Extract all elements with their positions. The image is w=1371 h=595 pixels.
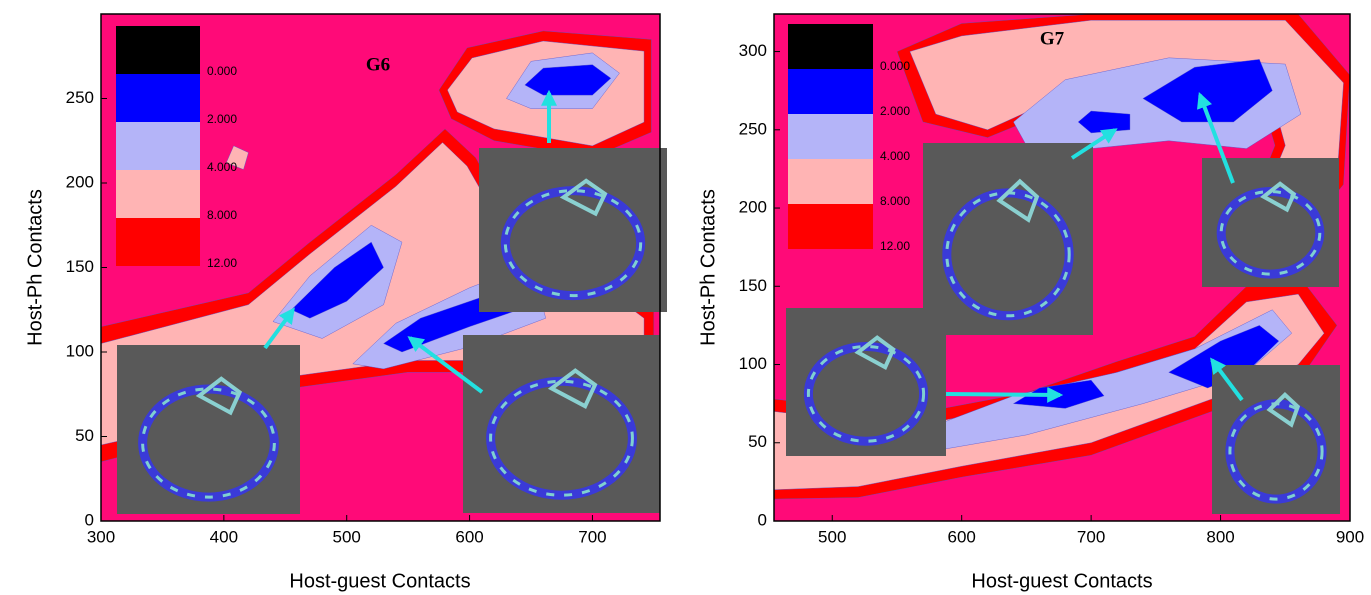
contour-region [1142,59,1273,123]
pointer-arrow [945,386,1064,403]
y-tick-label: 100 [66,341,94,360]
contour-region [1077,110,1131,134]
cage-ring-highlight [1219,190,1322,276]
chart-title: G6 [366,54,390,75]
guest-molecule [996,178,1040,223]
x-tick-label: 600 [947,527,975,546]
colorbar-label: 12.00 [880,239,910,253]
x-tick-label: 700 [1077,527,1105,546]
colorbar-band [788,114,873,159]
y-axis-label: Host-Ph Contacts [24,189,46,346]
contour-region [291,241,384,319]
chart-title: G7 [1040,28,1065,49]
colorbar-label: 12.00 [207,256,237,270]
cage-ring-highlight [489,379,634,497]
colorbar-band [116,122,200,170]
contour-region [909,309,1293,451]
pointer-arrow [1210,357,1244,402]
x-tick-label: 300 [87,527,115,546]
guest-molecule [1266,392,1301,428]
contour-region [226,145,249,170]
x-tick-label: 500 [818,527,846,546]
pointer-arrow [1197,92,1235,184]
plot-frame [773,13,1351,522]
guest-molecule [547,368,598,409]
pointer-arrow [407,336,484,394]
cage-ring-highlight [503,189,643,298]
colorbar-band [116,74,200,122]
colorbar-label: 4.000 [880,149,910,163]
y-axis-label: Host-Ph Contacts [697,189,719,346]
colorbar-band [788,24,873,69]
molecule-snapshot [479,148,667,312]
colorbar-label: 8.000 [880,194,910,208]
colorbar-label: 2.000 [207,112,237,126]
x-tick-label: 600 [455,527,483,546]
y-tick-label: 150 [739,276,767,295]
colorbar-label: 2.000 [880,104,910,118]
colorbar-band [788,69,873,114]
guest-molecule [195,376,243,416]
x-axis-label: Host-guest Contacts [971,570,1152,592]
molecule-snapshot [463,335,660,513]
colorbar-band [116,26,200,74]
y-tick-label: 250 [739,119,767,138]
molecule-snapshot [786,308,946,456]
guest-molecule [854,335,896,370]
y-tick-label: 100 [739,354,767,373]
x-tick-label: 800 [1206,527,1234,546]
colorbar-label: 4.000 [207,160,237,174]
x-tick-label: 900 [1336,527,1364,546]
y-tick-label: 200 [66,172,94,191]
y-tick-label: 200 [739,198,767,217]
x-tick-label: 700 [578,527,606,546]
x-tick-label: 400 [210,527,238,546]
y-tick-label: 50 [75,426,94,445]
y-tick-label: 300 [739,41,767,60]
molecule-snapshot [923,143,1093,335]
colorbar-label: 0.000 [880,59,910,73]
y-tick-label: 50 [748,432,767,451]
colorbar-band [788,159,873,204]
y-tick-label: 0 [85,510,94,529]
y-tick-label: 0 [758,510,767,529]
guest-molecule [1260,181,1297,213]
cage-ring-highlight [141,387,276,499]
colorbar-band [116,218,200,266]
colorbar-label: 8.000 [207,208,237,222]
y-tick-label: 250 [66,88,94,107]
colorbar-band [788,204,873,249]
cage-ring-highlight [806,344,926,443]
x-tick-label: 500 [333,527,361,546]
y-tick-label: 150 [66,257,94,276]
colorbar-label: 0.000 [207,64,237,78]
colorbar-band [116,170,200,218]
pointer-arrow [263,307,295,350]
pointer-arrow [1070,128,1118,160]
molecule-snapshot [117,345,300,514]
x-axis-label: Host-guest Contacts [289,570,470,592]
molecule-snapshot [1202,158,1339,287]
contour-region [1168,325,1280,389]
guest-molecule [559,178,608,217]
